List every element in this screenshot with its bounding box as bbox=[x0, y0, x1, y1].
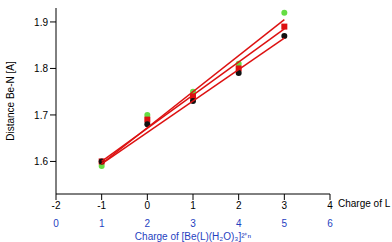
svg-text:6: 6 bbox=[327, 218, 333, 229]
svg-text:3: 3 bbox=[282, 200, 288, 211]
svg-text:3: 3 bbox=[190, 218, 196, 229]
svg-text:4: 4 bbox=[236, 218, 242, 229]
svg-text:-2: -2 bbox=[52, 200, 61, 211]
svg-text:Charge of [Be(L)(H₂O)₃]²⁺ⁿ: Charge of [Be(L)(H₂O)₃]²⁺ⁿ bbox=[135, 231, 252, 242]
svg-text:1: 1 bbox=[190, 200, 196, 211]
svg-text:1.7: 1.7 bbox=[34, 110, 48, 121]
svg-text:1: 1 bbox=[99, 218, 105, 229]
svg-text:1.8: 1.8 bbox=[34, 63, 48, 74]
svg-text:0: 0 bbox=[145, 200, 151, 211]
svg-text:4: 4 bbox=[327, 200, 333, 211]
svg-text:Distance Be-N [A]: Distance Be-N [A] bbox=[5, 61, 16, 141]
svg-text:5: 5 bbox=[282, 218, 288, 229]
svg-text:0: 0 bbox=[53, 218, 59, 229]
svg-text:Charge of L: Charge of L bbox=[338, 198, 391, 209]
svg-text:1.9: 1.9 bbox=[34, 17, 48, 28]
svg-text:2: 2 bbox=[145, 218, 151, 229]
svg-text:1.6: 1.6 bbox=[34, 156, 48, 167]
svg-text:-1: -1 bbox=[97, 200, 106, 211]
svg-text:2: 2 bbox=[236, 200, 242, 211]
